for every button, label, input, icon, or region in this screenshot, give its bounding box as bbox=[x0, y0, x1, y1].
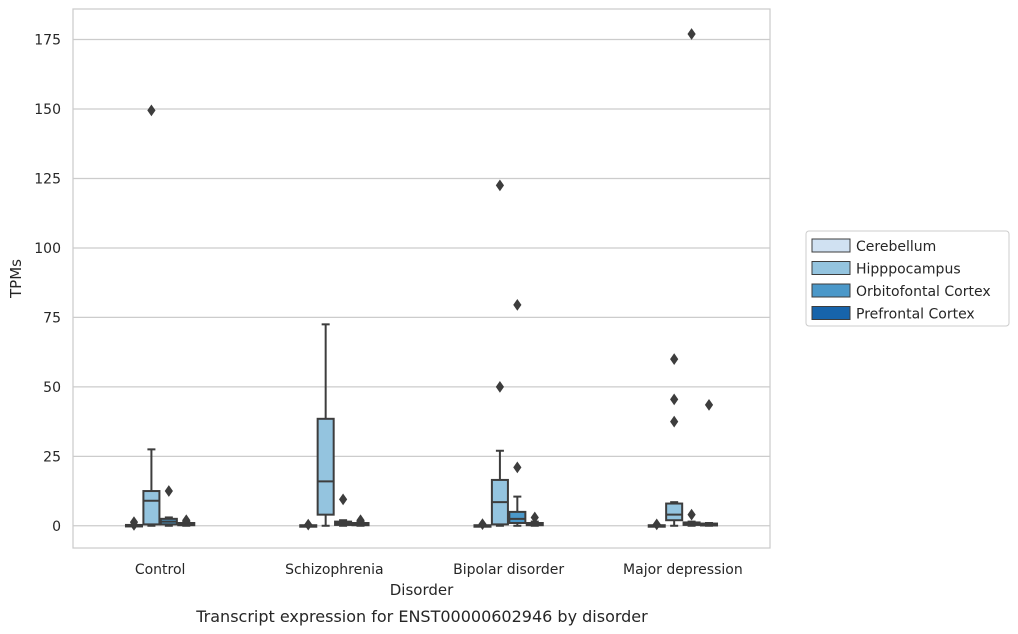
box-iqr bbox=[508, 510, 527, 524]
outlier-point bbox=[670, 393, 679, 406]
box-iqr bbox=[316, 417, 335, 516]
y-tick-label: 25 bbox=[43, 449, 61, 465]
outlier-point bbox=[513, 461, 522, 474]
x-tick-label: Bipolar disorder bbox=[453, 562, 564, 578]
legend-swatch bbox=[811, 261, 851, 275]
legend-swatch bbox=[811, 283, 851, 298]
box-hipppocampus bbox=[665, 353, 684, 527]
box-hipppocampus bbox=[316, 323, 335, 527]
box-orbitofontal-cortex bbox=[682, 28, 701, 527]
legend-swatch bbox=[811, 306, 851, 320]
box-orbitofontal-cortex bbox=[159, 485, 178, 527]
y-tick-labels: 0 25 50 75 100 125 150 175 bbox=[34, 33, 61, 535]
legend-frame bbox=[805, 230, 1010, 327]
box-hipppocampus bbox=[490, 179, 509, 527]
box-cerebellum bbox=[124, 516, 144, 531]
outlier-point bbox=[182, 514, 191, 527]
box-prefrontal-cortex bbox=[177, 514, 196, 527]
y-tick-label: 0 bbox=[52, 519, 61, 535]
legend-label: Cerebellum bbox=[856, 239, 936, 255]
outlier-point bbox=[356, 514, 365, 527]
outlier-point bbox=[687, 28, 696, 40]
outlier-point bbox=[530, 511, 539, 524]
box-hipppocampus bbox=[142, 104, 161, 527]
box-prefrontal-cortex bbox=[351, 514, 370, 527]
outlier-point bbox=[687, 508, 696, 521]
outlier-point bbox=[670, 415, 679, 428]
outlier-point bbox=[704, 399, 714, 411]
x-tick-labels: Control Schizophrenia Bipolar disorder Majo… bbox=[135, 562, 743, 578]
outlier-point bbox=[164, 485, 173, 497]
box-cerebellum bbox=[473, 518, 492, 530]
outlier-point bbox=[495, 179, 505, 192]
plot-area-frame bbox=[72, 8, 771, 549]
box-orbitofontal-cortex bbox=[334, 493, 353, 527]
box-iqr bbox=[665, 502, 684, 522]
x-tick-label: Major depression bbox=[623, 562, 743, 578]
outlier-point bbox=[147, 104, 156, 117]
outlier-point bbox=[652, 518, 661, 531]
outlier-point bbox=[513, 299, 522, 311]
box-iqr bbox=[142, 490, 161, 526]
outlier-point bbox=[338, 493, 348, 506]
outlier-point bbox=[670, 353, 679, 365]
outlier-point bbox=[129, 516, 139, 529]
y-tick-label: 100 bbox=[34, 241, 61, 257]
box-cerebellum bbox=[299, 518, 318, 531]
legend-swatch bbox=[811, 238, 851, 253]
box-prefrontal-cortex bbox=[525, 511, 544, 527]
box-plots bbox=[124, 28, 719, 531]
x-tick-label: Schizophrenia bbox=[285, 562, 383, 578]
outlier-point bbox=[304, 518, 313, 531]
y-tick-label: 175 bbox=[34, 33, 61, 49]
box-prefrontal-cortex bbox=[699, 399, 719, 527]
y-tick-label: 125 bbox=[34, 171, 61, 187]
legend-label: Hipppocampus bbox=[856, 262, 961, 278]
x-tick-label: Control bbox=[135, 562, 186, 578]
outlier-point bbox=[495, 380, 505, 393]
legend-label: Prefrontal Cortex bbox=[856, 307, 975, 323]
legend: Cerebellum Hipppocampus Orbitofontal Corte… bbox=[805, 230, 1010, 327]
y-tick-label: 75 bbox=[43, 310, 61, 326]
outlier-point bbox=[478, 518, 487, 530]
y-axis-label: TPMs bbox=[7, 259, 25, 299]
box-orbitofontal-cortex bbox=[508, 299, 527, 527]
box-cerebellum bbox=[647, 518, 666, 531]
y-tick-label: 50 bbox=[43, 380, 61, 396]
y-tick-label: 150 bbox=[34, 102, 61, 118]
legend-label: Orbitofontal Cortex bbox=[856, 284, 991, 300]
x-axis-label: Disorder bbox=[390, 581, 454, 599]
figure-caption: Transcript expression for ENST0000060294… bbox=[195, 607, 648, 626]
